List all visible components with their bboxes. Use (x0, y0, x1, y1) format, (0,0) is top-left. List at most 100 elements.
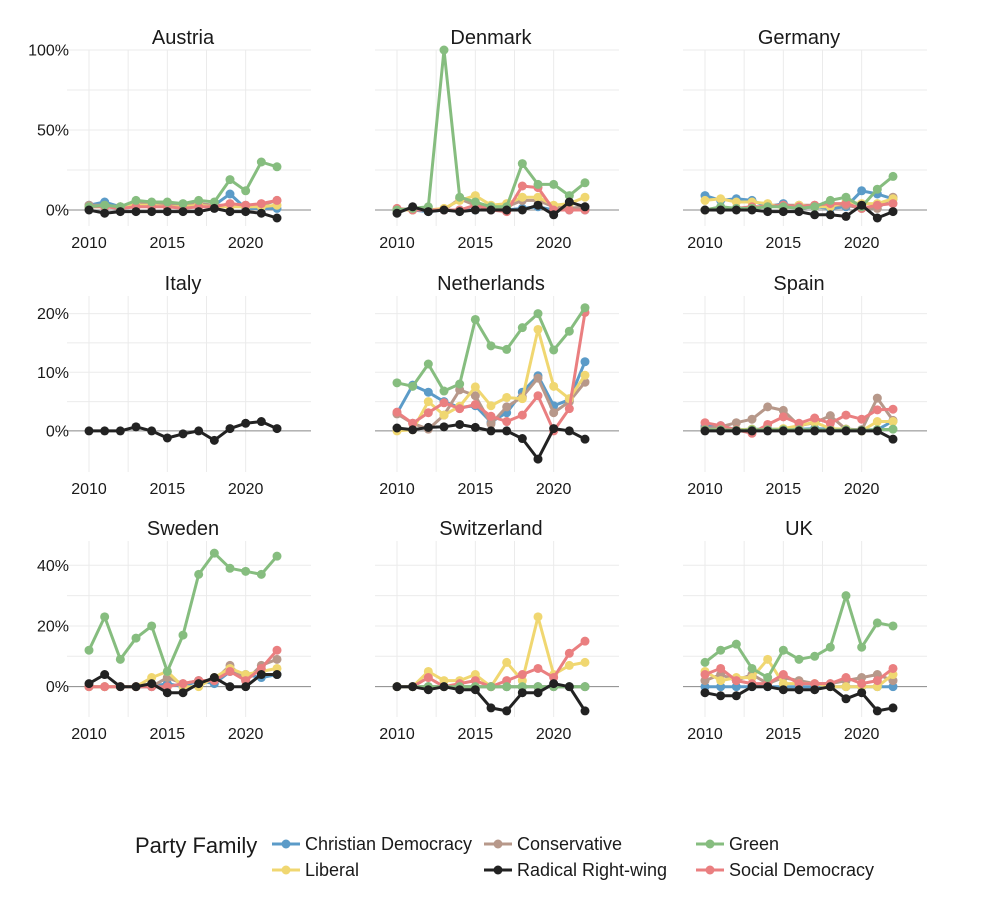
data-point (888, 434, 898, 444)
data-point (162, 207, 172, 217)
data-point (272, 424, 282, 434)
series-radical-right-wing (700, 682, 898, 716)
data-point (470, 391, 480, 401)
data-point (439, 205, 449, 215)
data-point (580, 303, 590, 313)
data-point (194, 679, 204, 689)
x-tick-label: 2015 (458, 481, 494, 498)
data-point (716, 691, 726, 701)
series-liberal (392, 612, 590, 692)
data-point (857, 642, 867, 652)
panel-spain: Spain 2010 2015 2020 (683, 273, 927, 498)
data-point (470, 685, 480, 695)
data-point (533, 309, 543, 319)
data-point (517, 394, 527, 404)
data-point (564, 660, 574, 670)
x-tick-label: 2010 (687, 235, 723, 252)
data-point (794, 207, 804, 217)
data-point (517, 410, 527, 420)
series-radical-right-wing (392, 419, 590, 464)
panel-switzerland: Switzerland 2010 2015 2020 (375, 518, 619, 743)
data-point (533, 192, 543, 202)
data-point (84, 645, 94, 655)
data-point (486, 411, 496, 421)
data-point (225, 563, 235, 573)
data-point (533, 200, 543, 210)
data-point (162, 433, 172, 443)
data-point (517, 434, 527, 444)
data-point (580, 657, 590, 667)
data-point (888, 424, 898, 434)
panels-layer: Austria 0% 50% 100% 2010 2015 2020 Denmark 2010 2… (28, 27, 927, 743)
x-tick-label: 2010 (379, 726, 415, 743)
data-point (423, 422, 433, 432)
data-point (178, 199, 188, 209)
y-tick-label: 0% (46, 203, 69, 220)
data-point (841, 192, 851, 202)
data-point (408, 682, 418, 692)
data-point (549, 424, 559, 434)
data-point (533, 391, 543, 401)
data-point (872, 618, 882, 628)
data-point (225, 189, 235, 199)
legend-label: Christian Democracy (305, 834, 472, 854)
data-point (841, 199, 851, 209)
data-point (580, 370, 590, 380)
data-point (194, 426, 204, 436)
data-point (241, 207, 251, 217)
data-point (194, 207, 204, 217)
data-point (778, 645, 788, 655)
series-radical-right-wing (392, 197, 590, 220)
data-point (392, 423, 402, 433)
legend-label: Conservative (517, 834, 622, 854)
data-point (841, 673, 851, 683)
data-point (533, 612, 543, 622)
x-tick-label: 2015 (150, 481, 186, 498)
data-point (580, 636, 590, 646)
data-point (533, 179, 543, 189)
data-point (178, 630, 188, 640)
legend-key-dot (493, 865, 503, 875)
legend-key-dot (705, 839, 715, 849)
data-point (455, 419, 465, 429)
data-point (841, 426, 851, 436)
data-point (256, 417, 266, 427)
series-radical-right-wing (84, 417, 282, 445)
data-point (888, 171, 898, 181)
panel-netherlands: Netherlands 2010 2015 2020 (375, 273, 619, 498)
data-point (470, 197, 480, 207)
panel-title-denmark: Denmark (450, 27, 532, 49)
data-point (502, 205, 512, 215)
data-point (241, 566, 251, 576)
data-point (580, 357, 590, 367)
legend-item-christian-democracy: Christian Democracy (272, 834, 472, 854)
data-point (225, 666, 235, 676)
data-point (502, 402, 512, 412)
y-tick-label: 20% (37, 306, 69, 323)
data-point (502, 682, 512, 692)
data-point (272, 670, 282, 680)
data-point (225, 199, 235, 209)
data-point (731, 205, 741, 215)
data-point (392, 682, 402, 692)
data-point (888, 663, 898, 673)
data-point (872, 213, 882, 223)
data-point (162, 197, 172, 207)
legend-item-radical-right-wing: Radical Right-wing (484, 860, 667, 880)
data-point (716, 205, 726, 215)
x-tick-label: 2010 (379, 481, 415, 498)
data-point (857, 679, 867, 689)
data-point (825, 418, 835, 428)
data-point (423, 673, 433, 683)
x-tick-label: 2020 (844, 481, 880, 498)
data-point (857, 414, 867, 424)
data-point (888, 404, 898, 414)
data-point (408, 381, 418, 391)
data-point (147, 679, 157, 689)
data-point (162, 666, 172, 676)
data-point (241, 418, 251, 428)
data-point (392, 208, 402, 218)
data-point (209, 548, 219, 558)
data-point (100, 426, 110, 436)
data-point (423, 387, 433, 397)
